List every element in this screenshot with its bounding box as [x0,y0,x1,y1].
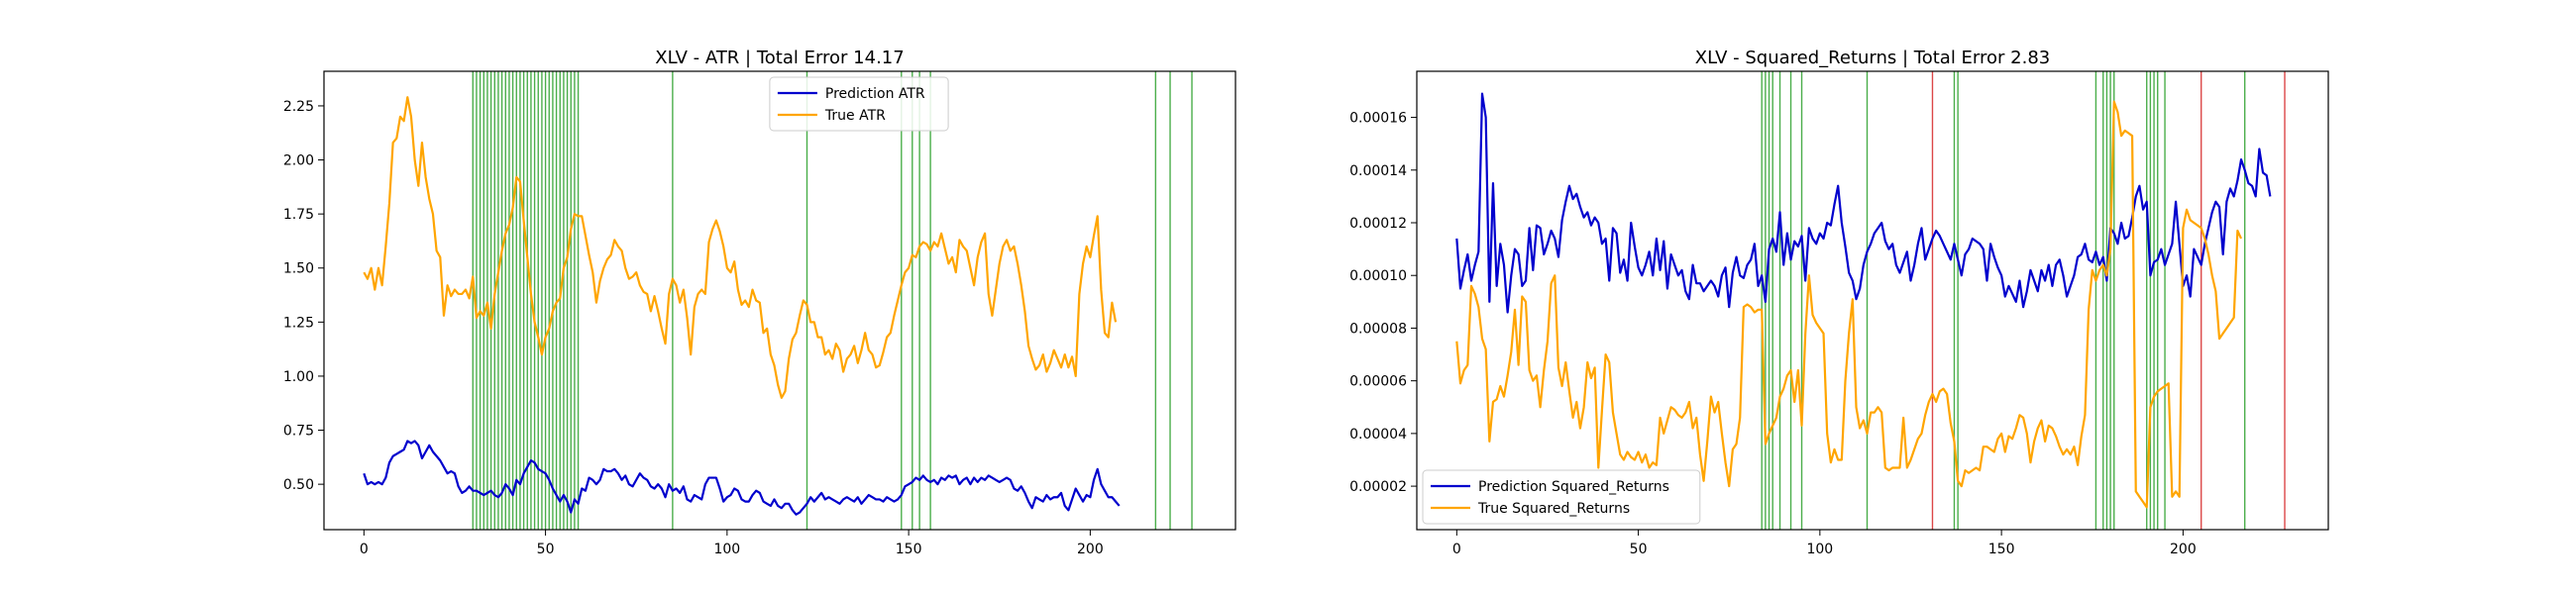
chart1-ytick-label-6: 2.00 [283,153,314,169]
chart1-frame [323,70,1236,531]
chart2-series [1455,92,2272,509]
chart1-legend-label-2: True ATR [824,108,886,124]
chart1-series [363,96,1121,516]
chart1-ytick-label-3: 1.25 [283,315,314,331]
chart1-ytick-label-1: 0.75 [283,424,314,440]
chart2-ytick-label-5: 0.00012 [1349,216,1407,232]
chart2-legend: Prediction Squared_Returns True Squared_R… [1422,469,1701,525]
chart2-ytick-label-1: 0.00004 [1349,427,1407,443]
chart2-ytick-label-2: 0.00006 [1349,374,1407,390]
chart2-series-line-1 [1455,92,2272,314]
chart1-series-line-2 [363,96,1118,399]
chart2-ytick-label-7: 0.00016 [1349,111,1407,127]
chart2-legend-label-1: Prediction Squared_Returns [1478,479,1669,495]
chart1-vlines [472,71,1193,530]
chart1-title: XLV - ATR | Total Error 14.17 [655,48,904,68]
chart2-xtick-label-0: 0 [1452,542,1461,557]
chart1-ytick-label-0: 0.50 [283,477,314,493]
chart2-xtick-label-1: 50 [1630,542,1648,557]
chart2-group: 0 50 100 150 200 0.00002 0.00004 0.00006 0.00008… [1349,48,2329,557]
chart2-ytick-label-4: 0.00010 [1349,268,1407,284]
chart1-plot-area [324,71,1235,530]
chart2-xtick-label-4: 200 [2170,542,2197,557]
chart2-plot-area [1417,71,2328,530]
chart2-ytick-label-6: 0.00014 [1349,163,1407,179]
chart2-title: XLV - Squared_Returns | Total Error 2.83 [1695,48,2050,68]
chart2-vlines [1761,71,2286,530]
chart1-xtick-label-0: 0 [360,542,369,557]
chart1-legend-box [769,76,949,132]
chart2-series-line-2 [1455,100,2243,509]
chart1-ytick-label-5: 1.75 [283,207,314,223]
chart2-xtick-label-3: 150 [1988,542,2015,557]
chart1-xtick-label-4: 200 [1077,542,1104,557]
chart2-ytick-label-0: 0.00002 [1349,479,1407,495]
chart1-group: 0 50 100 150 200 0.50 0.75 1.00 1.25 1.50 1.75 2.00… [283,48,1236,557]
chart1-xtick-label-3: 150 [896,542,922,557]
chart2-legend-label-2: True Squared_Returns [1477,501,1630,517]
chart2-xtick-label-2: 100 [1806,542,1833,557]
chart2-legend-box [1422,469,1701,525]
chart1-xtick-label-2: 100 [713,542,740,557]
chart1-series-line-1 [363,440,1121,516]
chart1-ytick-label-7: 2.25 [283,99,314,115]
chart1-legend: Prediction ATR True ATR [769,76,949,132]
chart1-legend-label-1: Prediction ATR [825,86,925,102]
chart1-xtick-label-1: 50 [537,542,555,557]
chart1-ytick-label-2: 1.00 [283,369,314,385]
chart2-ytick-label-3: 0.00008 [1349,321,1407,337]
chart2-frame [1416,70,2329,531]
chart1-ytick-label-4: 1.50 [283,261,314,277]
